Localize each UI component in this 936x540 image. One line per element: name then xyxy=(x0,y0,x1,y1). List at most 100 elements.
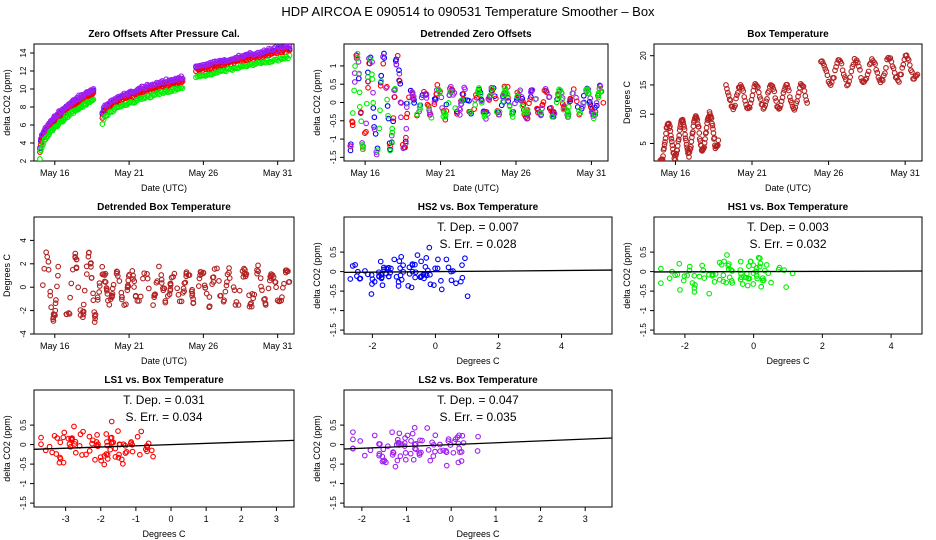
data-point-hs1 xyxy=(532,96,539,103)
y-tick-label: 14 xyxy=(19,48,28,57)
points-group xyxy=(344,244,612,300)
data-point-box xyxy=(214,265,220,272)
data-point-box xyxy=(63,311,70,318)
data-point-ls2 xyxy=(347,143,354,149)
data-point-hs1 xyxy=(596,86,603,93)
data-point-ls1 xyxy=(403,114,410,121)
data-point-box xyxy=(209,274,216,281)
data-point-box xyxy=(44,254,51,260)
data-point-ls2 xyxy=(423,95,430,101)
data-point-box xyxy=(762,102,769,109)
data-point-box xyxy=(281,280,287,287)
data-point-box xyxy=(83,263,90,270)
x-axis-label: Date (UTC) xyxy=(141,356,187,366)
data-point-hs2 xyxy=(370,105,377,111)
data-point-box xyxy=(896,79,902,85)
data-point-box xyxy=(109,292,115,299)
chart-p6: HS1 vs. Box Temperature Degrees C delta CO… xyxy=(622,202,923,366)
data-point-box xyxy=(764,96,770,102)
data-point-box xyxy=(162,299,169,306)
data-point-box xyxy=(222,288,229,295)
data-point-box xyxy=(66,311,73,317)
data-point-hs1 xyxy=(367,56,374,63)
data-point-hs1 xyxy=(487,92,494,99)
data-point-hs1 xyxy=(584,86,590,92)
data-point-box xyxy=(780,89,787,96)
data-point-box xyxy=(136,298,142,304)
data-point-hs1 xyxy=(374,147,381,154)
data-point xyxy=(459,262,465,268)
data-point-ls1 xyxy=(492,95,499,102)
data-point-box xyxy=(773,98,779,104)
data-point-hs2 xyxy=(402,138,409,145)
data-point-box xyxy=(68,280,75,287)
data-point-box xyxy=(123,301,129,308)
data-point xyxy=(677,287,683,293)
data-point-ls2 xyxy=(431,99,438,105)
data-point xyxy=(393,273,400,280)
data-point-ls1 xyxy=(391,94,398,100)
data-point-hs1 xyxy=(580,100,587,107)
data-point-hs1 xyxy=(360,146,366,153)
data-point-box xyxy=(734,89,741,96)
data-point-box xyxy=(660,153,666,159)
data-point xyxy=(417,437,423,444)
data-point-ls2 xyxy=(388,132,395,139)
data-point-box xyxy=(696,130,703,136)
data-point-ls2 xyxy=(274,47,280,54)
data-point xyxy=(455,440,462,447)
data-point-box xyxy=(171,270,178,277)
data-point-box xyxy=(88,275,95,281)
chart-title: HS1 vs. Box Temperature xyxy=(728,202,849,213)
y-axis-label: delta CO2 (ppm) xyxy=(312,69,322,136)
data-point-box xyxy=(747,100,754,107)
data-point-box xyxy=(73,264,80,271)
data-point xyxy=(776,264,783,271)
data-point xyxy=(462,255,468,262)
x-tick-label: 2 xyxy=(239,514,244,524)
data-point-box xyxy=(196,275,203,282)
x-tick-label: May 16 xyxy=(40,168,70,178)
data-point-ls2 xyxy=(457,106,463,113)
data-point-hs2 xyxy=(371,114,378,121)
data-point xyxy=(361,452,368,459)
data-point-box xyxy=(91,313,98,319)
data-point xyxy=(432,265,438,272)
data-point xyxy=(38,441,44,448)
data-point xyxy=(357,438,364,444)
data-point xyxy=(701,275,708,281)
data-point-hs1 xyxy=(509,110,516,117)
data-point-box xyxy=(873,66,880,73)
y-tick-label: 0 xyxy=(329,100,338,105)
data-point-box xyxy=(804,100,810,106)
y-tick-label: -1.5 xyxy=(639,323,648,337)
data-point xyxy=(92,456,98,463)
data-point xyxy=(371,432,378,439)
data-point-ls2 xyxy=(370,89,376,96)
data-point-hs1 xyxy=(506,103,513,110)
data-point xyxy=(107,435,114,441)
data-point xyxy=(760,277,767,283)
data-point-hs2 xyxy=(580,92,587,99)
data-point-box xyxy=(80,301,87,308)
data-point-hs1 xyxy=(447,89,453,95)
data-point-box xyxy=(663,130,669,137)
data-point xyxy=(391,256,398,263)
data-point xyxy=(437,448,444,454)
data-point-box xyxy=(125,277,132,284)
data-point xyxy=(150,453,156,460)
y-axis-label: Degrees C xyxy=(2,253,12,297)
x-tick-label: May 21 xyxy=(426,168,456,178)
data-point xyxy=(67,443,74,450)
data-point xyxy=(711,278,718,285)
data-point-box xyxy=(856,63,862,70)
data-point-hs2 xyxy=(396,67,402,74)
data-point-box xyxy=(803,97,810,103)
data-point-box xyxy=(130,272,136,279)
data-point-box xyxy=(55,263,62,270)
data-point-box xyxy=(903,52,910,59)
data-point xyxy=(407,450,414,457)
data-point-box xyxy=(740,88,747,94)
data-point-box xyxy=(186,272,193,278)
y-tick-label: -1.5 xyxy=(329,496,338,510)
